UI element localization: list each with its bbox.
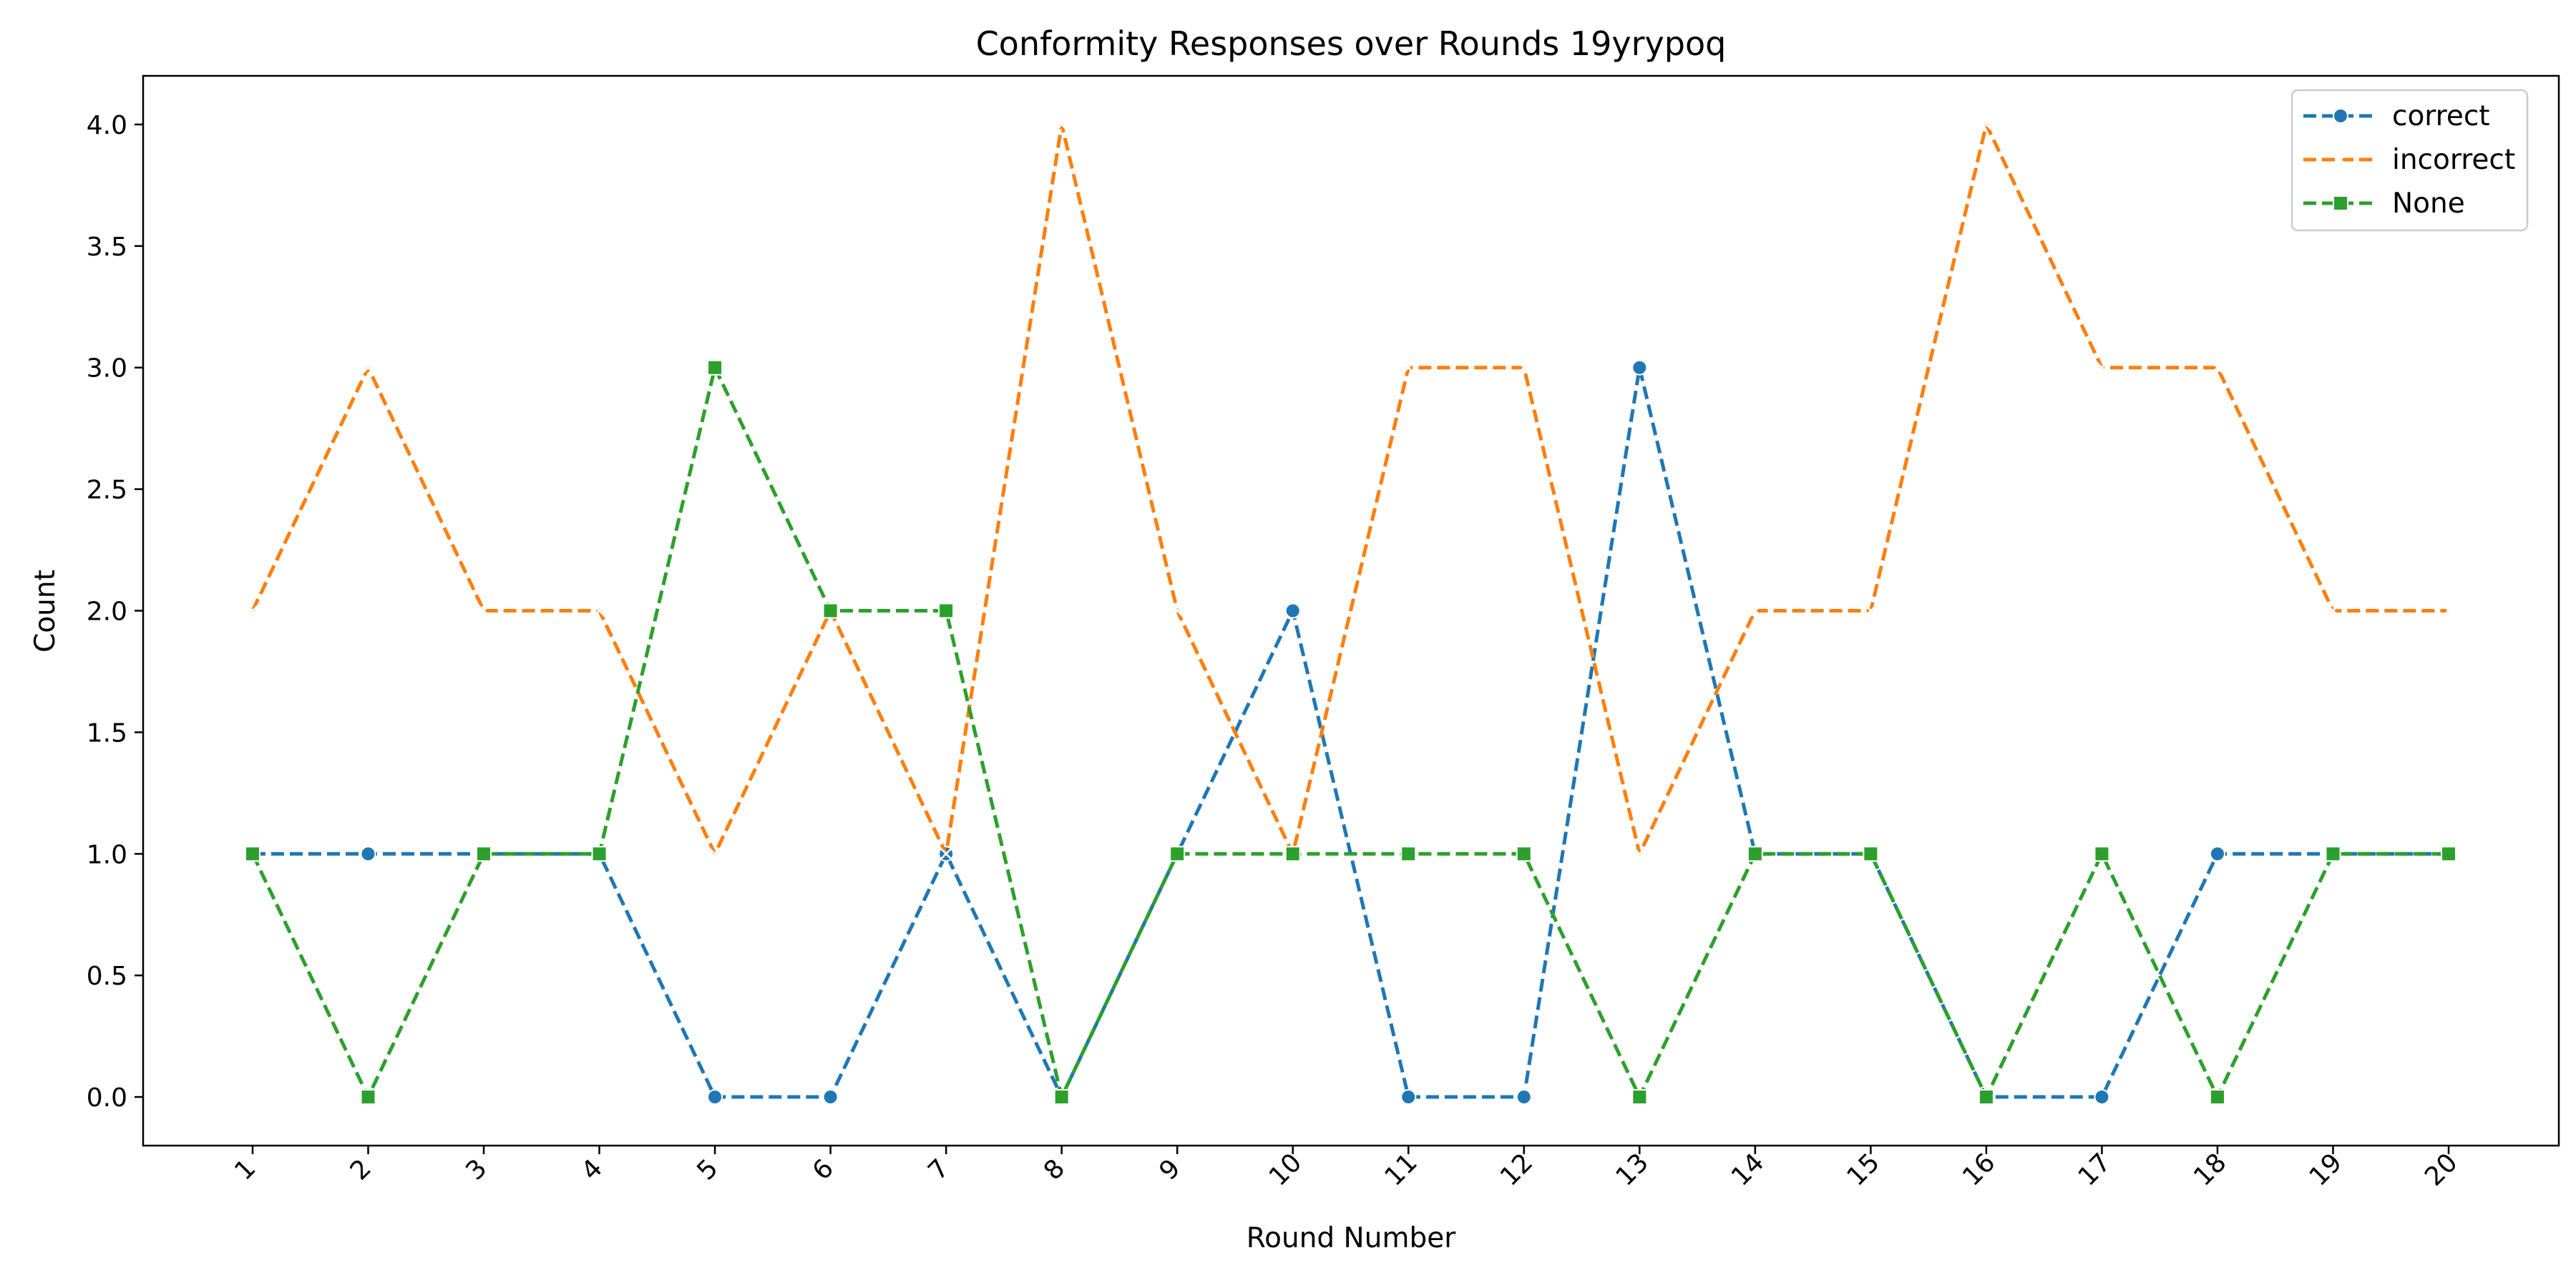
y-tick-label: 3.0 [87,354,127,384]
y-tick-label: 2.0 [87,597,127,627]
data-point-none [245,846,260,862]
data-point-none [1400,846,1417,862]
data-point-none [822,602,839,619]
legend-item-correct: correct [2303,100,2490,132]
series-incorrect [246,118,2455,861]
y-axis-title: Count [29,570,62,653]
data-point-incorrect [1633,847,1646,861]
data-point-correct [1631,359,1648,376]
chart-title: Conformity Responses over Rounds 19yrypo… [976,24,1727,63]
data-point-incorrect [2211,361,2224,374]
data-point-none [2325,846,2341,862]
data-point-incorrect [1864,604,1878,618]
data-point-none [2094,846,2110,862]
data-point-correct [822,1089,839,1106]
data-point-none [591,846,608,862]
data-point-correct [707,1089,723,1106]
data-point-none [2209,1089,2225,1106]
legend-item-none: None [2303,187,2465,220]
legend-item-incorrect: incorrect [2303,144,2515,176]
data-point-incorrect [1517,361,1531,374]
data-point-incorrect [361,361,375,374]
data-point-incorrect [246,604,259,618]
series-line-incorrect [250,122,2449,856]
data-point-none [1978,1089,1994,1106]
data-point-none [1863,846,1879,862]
data-point-incorrect [940,847,953,861]
data-point-incorrect [2326,604,2340,618]
data-point-none [1053,1089,1070,1106]
y-tick-label: 0.5 [87,962,127,991]
data-point-correct [1516,1089,1532,1106]
data-point-incorrect [1980,118,1993,131]
y-tick-label: 2.5 [87,476,127,505]
data-point-correct [360,846,376,862]
data-point-incorrect [708,847,721,861]
data-point-correct [2094,1089,2110,1106]
data-point-incorrect [1748,604,1762,618]
data-point-incorrect [1402,361,1415,374]
data-point-none [360,1089,376,1106]
data-point-incorrect [2095,361,2109,374]
data-point-incorrect [592,604,606,618]
y-tick-label: 0.0 [87,1083,127,1113]
data-point-none [2441,846,2457,862]
data-point-correct [2209,846,2225,862]
data-point-none [1747,846,1763,862]
series-line-none [250,366,2449,1099]
data-point-none [476,846,492,862]
data-point-none [1516,846,1532,862]
data-point-none [1631,1089,1648,1106]
data-point-incorrect [1171,604,1184,618]
legend-marker-correct [2333,108,2348,124]
data-point-none [1169,846,1186,862]
data-point-incorrect [477,604,490,618]
y-tick-label: 1.0 [87,840,127,869]
legend-box [2290,89,2529,232]
data-point-correct [1400,1089,1417,1106]
data-point-incorrect [1055,118,1068,131]
plot-area [245,118,2457,1106]
legend: correct incorrect None [2290,89,2529,232]
series-none [245,359,2457,1106]
data-point-none [938,602,955,619]
data-point-incorrect [2442,604,2455,618]
data-point-none [1284,846,1301,862]
y-tick-label: 1.5 [87,718,127,748]
data-point-correct [1284,602,1301,619]
legend-label-correct: correct [2392,100,2490,132]
legend-marker-incorrect [2334,153,2347,166]
x-axis-title: Round Number [1246,1222,1456,1254]
legend-label-none: None [2392,187,2465,220]
legend-marker-none [2333,195,2348,211]
legend-label-incorrect: incorrect [2392,144,2515,176]
data-point-none [707,359,723,376]
y-tick-label: 4.0 [87,111,127,140]
y-tick-label: 3.5 [87,233,127,262]
